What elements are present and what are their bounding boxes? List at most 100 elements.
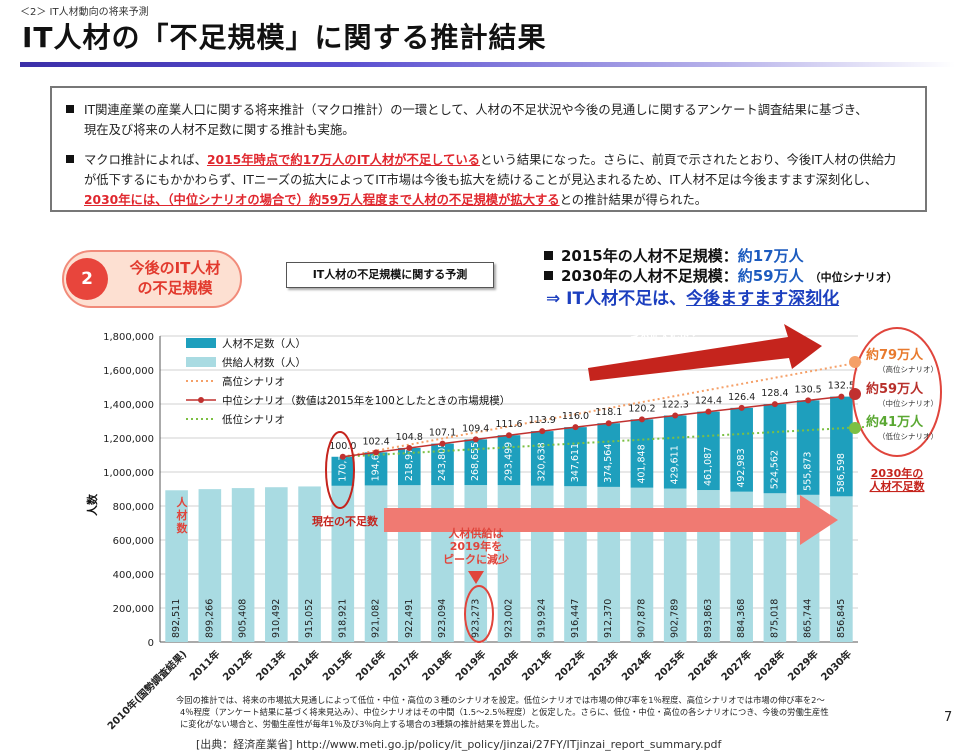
- bar-shortage: [630, 419, 654, 488]
- section-title-line2: の不足規模: [137, 279, 213, 297]
- conclusion-underlined: 今後ますます深刻化: [686, 289, 840, 309]
- mid-scenario-marker: [771, 401, 778, 408]
- title-underline: [20, 62, 955, 67]
- y-tick-label: 0: [148, 638, 154, 649]
- bullet2-pre: マクロ推計によれば、: [84, 153, 207, 167]
- x-tick-label: 2023年: [585, 647, 621, 683]
- kpi-2030-note: （中位シナリオ）: [809, 271, 898, 284]
- section-title: 今後のIT人材 の不足規模: [110, 258, 240, 298]
- market-index-label: 122.3: [662, 399, 689, 410]
- market-index-label: 109.4: [462, 423, 489, 434]
- bar-shortage: [730, 407, 753, 492]
- mid-scenario-note: （中位シナリオ）: [878, 398, 938, 408]
- bar-shortage: [763, 404, 787, 494]
- supply-data-label: 905,408: [238, 599, 249, 638]
- conclusion: ⇒ IT人材不足は、今後ますます深刻化: [546, 284, 839, 309]
- shortage-data-label: 243,805: [437, 442, 448, 481]
- supply-data-label: 907,878: [636, 599, 647, 638]
- x-tick-label: 2019年: [452, 647, 488, 683]
- low-scenario-dot: [849, 422, 861, 434]
- market-index-label: 124.4: [695, 396, 722, 407]
- mid-scenario-marker: [638, 416, 645, 423]
- y-tick-label: 600,000: [113, 536, 154, 547]
- mid-scenario-marker: [506, 432, 512, 439]
- x-tick-label: 2028年: [752, 647, 788, 683]
- bullet2-post: との推計結果が得られた。: [559, 193, 708, 207]
- line-low-scenario: [342, 425, 865, 458]
- bullet-square-icon: [66, 155, 74, 163]
- supply-data-label: 918,921: [337, 599, 348, 638]
- bar-supply: [231, 488, 255, 642]
- legend-mid-scenario-label: 中位シナリオ（数値は2015年を100としたときの市場規模）: [222, 394, 510, 407]
- conclusion-pre: ⇒ IT人材不足は、: [546, 289, 687, 309]
- shortage-data-label: 461,087: [703, 447, 714, 486]
- x-tick-label: 2016年: [353, 647, 389, 683]
- bar-shortage: [663, 415, 687, 489]
- mid-scenario-marker: [539, 428, 546, 435]
- market-index-label: 113.9: [529, 415, 556, 426]
- supply-data-label: 902,789: [670, 599, 681, 638]
- bar-shortage: [331, 456, 355, 486]
- y-tick-label: 800,000: [113, 502, 154, 513]
- supply-vertical-label: 人材数: [177, 495, 189, 535]
- supply-data-label: 856,845: [836, 599, 847, 638]
- supply-data-label: 921,082: [371, 599, 382, 638]
- x-tick-label: 2017年: [386, 647, 422, 683]
- bar-shortage: [830, 396, 853, 497]
- mid-scenario-marker: [472, 436, 479, 443]
- legend-low-scenario-label: 低位シナリオ: [222, 413, 285, 426]
- shortage-data-label: 492,983: [736, 448, 747, 487]
- bullet2-highlight-2030: 2030年には、（中位シナリオの場合で）約59万人程度まで人材の不足規模が拡大す…: [84, 193, 560, 207]
- bar-shortage: [364, 452, 388, 486]
- current-shortage-label: 現在の不足数: [312, 514, 379, 528]
- chart-box-title: IT人材の不足規模に関する予測: [286, 262, 494, 288]
- x-tick-label: 2021年: [519, 647, 555, 683]
- bar-supply: [331, 485, 355, 642]
- kpi-2015: 2015年の人材不足規模：約17万人: [544, 245, 804, 266]
- supply-data-label: 923,094: [437, 599, 448, 638]
- kpi-2030-value: 約59万人: [737, 267, 804, 285]
- supply-data-label: 919,924: [537, 599, 548, 638]
- mid-scenario-marker: [705, 408, 712, 415]
- market-index-label: 107.1: [429, 428, 456, 439]
- bar-supply: [364, 485, 388, 642]
- mid-scenario-marker: [672, 412, 679, 419]
- supply-data-label: 916,447: [570, 599, 581, 638]
- market-index-label: 130.5: [795, 384, 822, 395]
- market-index-label: 128.4: [761, 388, 788, 399]
- kpi-2030-label: 2030年の人材不足規模：: [561, 267, 738, 285]
- x-tick-label: 2013年: [253, 647, 289, 683]
- market-index-label: 132.5: [828, 381, 855, 392]
- shortage-data-label: 401,848: [636, 444, 647, 483]
- legend-shortage-label: 人材不足数（人）: [222, 337, 306, 350]
- mid-scenario-marker: [339, 453, 346, 460]
- legend-supply-swatch: [186, 357, 216, 367]
- source-citation: [出典：経済産業省] http://www.meti.go.jp/policy/…: [196, 738, 722, 751]
- footnote-line3: に変化がない場合と、労働生産性が毎年1％及び3％向上する場合の3種類の推計結果を…: [180, 719, 544, 729]
- bullet-square-icon: [544, 271, 553, 280]
- shortage-data-label: 347,611: [570, 443, 581, 482]
- shortage-data-label: 586,598: [836, 453, 847, 492]
- x-tick-label: 2022年: [552, 647, 588, 683]
- y-tick-label: 400,000: [113, 570, 154, 581]
- shortage-data-label: 555,873: [803, 452, 814, 491]
- mid-scenario-marker: [738, 404, 745, 411]
- y-axis-label: 人数: [85, 493, 99, 516]
- supply-data-label: 875,018: [769, 599, 780, 638]
- mid-scenario-marker: [373, 449, 380, 456]
- bar-supply: [198, 489, 222, 642]
- x-tick-label: 2015年: [320, 647, 356, 683]
- bullet1-line1: IT関連産業の産業人口に関する将来推計（マクロ推計）の一環として、人材の不足状況…: [84, 103, 868, 117]
- x-tick-label: 2026年: [685, 647, 721, 683]
- bullet-square-icon: [544, 251, 553, 260]
- market-index-label: 100.0: [329, 441, 356, 452]
- legend-supply-label: 供給人材数（人）: [222, 356, 306, 369]
- x-tick-label: 2020年: [486, 647, 522, 683]
- bar-supply: [165, 490, 188, 642]
- kpi-2030: 2030年の人材不足規模：約59万人 （中位シナリオ）: [544, 265, 898, 286]
- supply-data-label: 893,863: [703, 599, 714, 638]
- current-shortage-circle: [325, 431, 355, 509]
- summary-box: IT関連産業の産業人口に関する将来推計（マクロ推計）の一環として、人材の不足状況…: [50, 86, 927, 212]
- bar-supply: [830, 496, 853, 642]
- mid-scenario-marker: [805, 397, 812, 404]
